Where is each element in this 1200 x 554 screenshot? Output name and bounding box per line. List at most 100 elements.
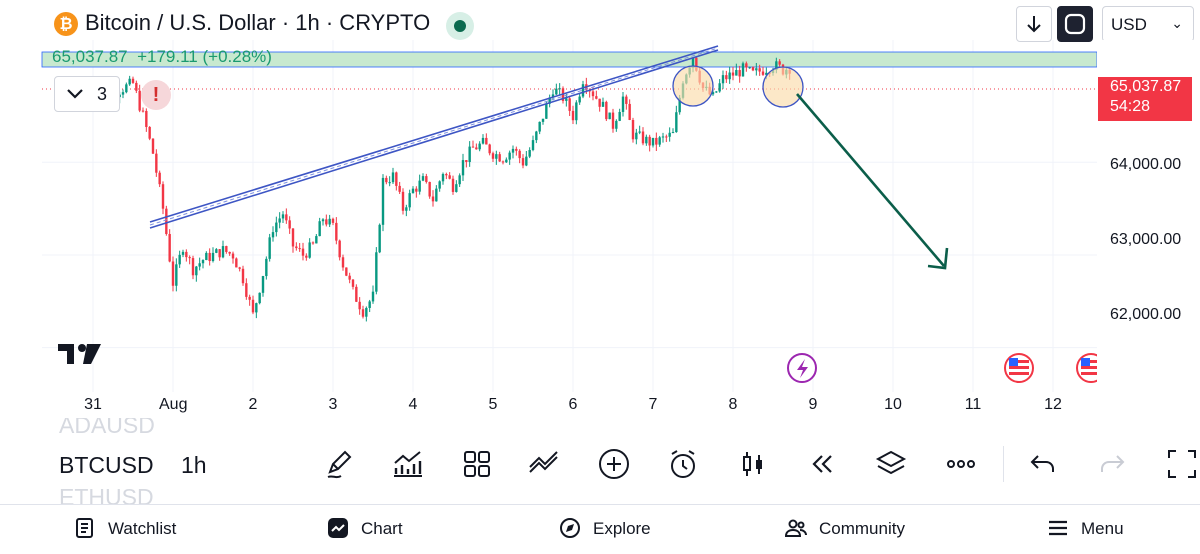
candle-body [758, 68, 761, 72]
candle-body [525, 156, 528, 166]
candle-body [548, 97, 551, 104]
candle-body [748, 67, 751, 69]
candle-body [631, 119, 635, 140]
symbol-item-ethusd[interactable]: ETHUSD 2h [59, 484, 154, 504]
redo-button[interactable] [1094, 446, 1130, 482]
candle-body [775, 61, 778, 70]
symbol-item-adausd[interactable]: ADAUSD 30m [59, 418, 155, 440]
candle-body [311, 242, 315, 244]
candle-body [415, 188, 418, 192]
watchlist-icon [76, 518, 93, 538]
candle-body [521, 158, 525, 166]
candle-body [331, 218, 335, 223]
download-button[interactable] [1016, 6, 1052, 42]
symbol-title[interactable]: Bitcoin / U.S. Dollar · 1h · CRYPTO [85, 10, 431, 35]
candle-body [615, 120, 618, 129]
add-button[interactable] [596, 446, 632, 482]
chart-view-button[interactable] [1057, 6, 1093, 42]
market-status-icon[interactable] [446, 12, 474, 40]
candle-body [641, 131, 645, 144]
time-tick: 5 [488, 396, 498, 413]
trendline-upper [149, 45, 719, 223]
candle-body [558, 88, 561, 90]
candle-body [228, 251, 231, 254]
candle-body [285, 214, 288, 221]
candle-body [695, 57, 698, 71]
time-axis[interactable]: 31 Aug 2 3 4 5 6 7 8 9 10 11 12 [0, 396, 1100, 416]
toolbar-divider [1003, 446, 1004, 482]
candle-body [258, 292, 261, 304]
candle-body [668, 132, 671, 137]
candle-body [291, 228, 295, 247]
bar-countdown: 54:28 [1110, 98, 1151, 115]
candle-body [435, 188, 438, 202]
candle-body [531, 140, 535, 150]
candle-body [251, 299, 255, 313]
candle-body [218, 249, 221, 258]
candle-body [395, 172, 398, 186]
candle-body [738, 70, 741, 77]
indicators-icon [394, 451, 422, 477]
time-tick: 9 [808, 396, 818, 413]
patterns-button[interactable] [527, 446, 563, 482]
candle-body [421, 176, 425, 181]
candle-body [635, 132, 638, 140]
replay-button[interactable] [804, 446, 840, 482]
symbol-item-btcusd[interactable]: BTCUSD 1h [59, 452, 207, 479]
brush-tool-button[interactable] [322, 446, 358, 482]
candle-body [268, 237, 271, 259]
candle-body [725, 75, 728, 80]
time-tick: 4 [408, 396, 418, 413]
candle-body [168, 233, 171, 262]
candle-body [328, 218, 331, 225]
fullscreen-button[interactable] [1164, 446, 1200, 482]
time-tick: 6 [568, 396, 578, 413]
candle-body [718, 83, 721, 92]
candle-body [271, 232, 275, 238]
candle-body [238, 267, 241, 269]
indicators-toggle-button[interactable]: 3 [54, 76, 120, 112]
candle-body [308, 242, 311, 258]
candle-body [178, 254, 181, 265]
top-circle-1 [672, 65, 714, 107]
bearish-arrow-head [927, 247, 949, 270]
candle-body [351, 279, 355, 287]
expand-icon [1064, 13, 1086, 35]
candle-body [305, 255, 308, 258]
layers-button[interactable] [873, 446, 909, 482]
price-tick: 64,000.00 [1110, 156, 1182, 173]
brush-icon [327, 450, 352, 479]
candle-body [255, 303, 258, 313]
chevron-down-icon [67, 89, 83, 99]
last-price-value: 65,037.87 [1110, 78, 1182, 95]
time-tick: 3 [328, 396, 338, 413]
candle-body [375, 252, 378, 292]
candle-body [125, 84, 128, 93]
candle-body [335, 222, 338, 241]
candle-body [671, 132, 675, 134]
alert-button[interactable] [665, 446, 701, 482]
hamburger-menu-icon [1049, 520, 1067, 536]
symbol-interval: 1h [181, 452, 207, 478]
chart-type-button[interactable] [735, 446, 771, 482]
more-button[interactable] [943, 446, 979, 482]
undo-button[interactable] [1025, 446, 1061, 482]
indicators-count: 3 [97, 84, 108, 104]
templates-button[interactable] [459, 446, 495, 482]
trendline-mid [149, 47, 719, 226]
warning-icon[interactable]: ! [141, 80, 171, 110]
chevron-down-icon: ⌄ [1171, 15, 1183, 31]
candle-body [221, 246, 225, 258]
candle-body [465, 160, 468, 162]
candle-body [295, 246, 298, 249]
nav-label: Chart [361, 519, 403, 538]
candle-body [565, 98, 568, 101]
candle-body [378, 224, 381, 253]
symbol-name: ADAUSD [59, 418, 155, 438]
price-tick: 62,000.00 [1110, 306, 1182, 323]
candle-body [511, 148, 515, 153]
candle-body [528, 149, 531, 157]
candle-body [598, 98, 601, 107]
candle-body [535, 131, 538, 141]
indicators-button[interactable] [390, 446, 426, 482]
